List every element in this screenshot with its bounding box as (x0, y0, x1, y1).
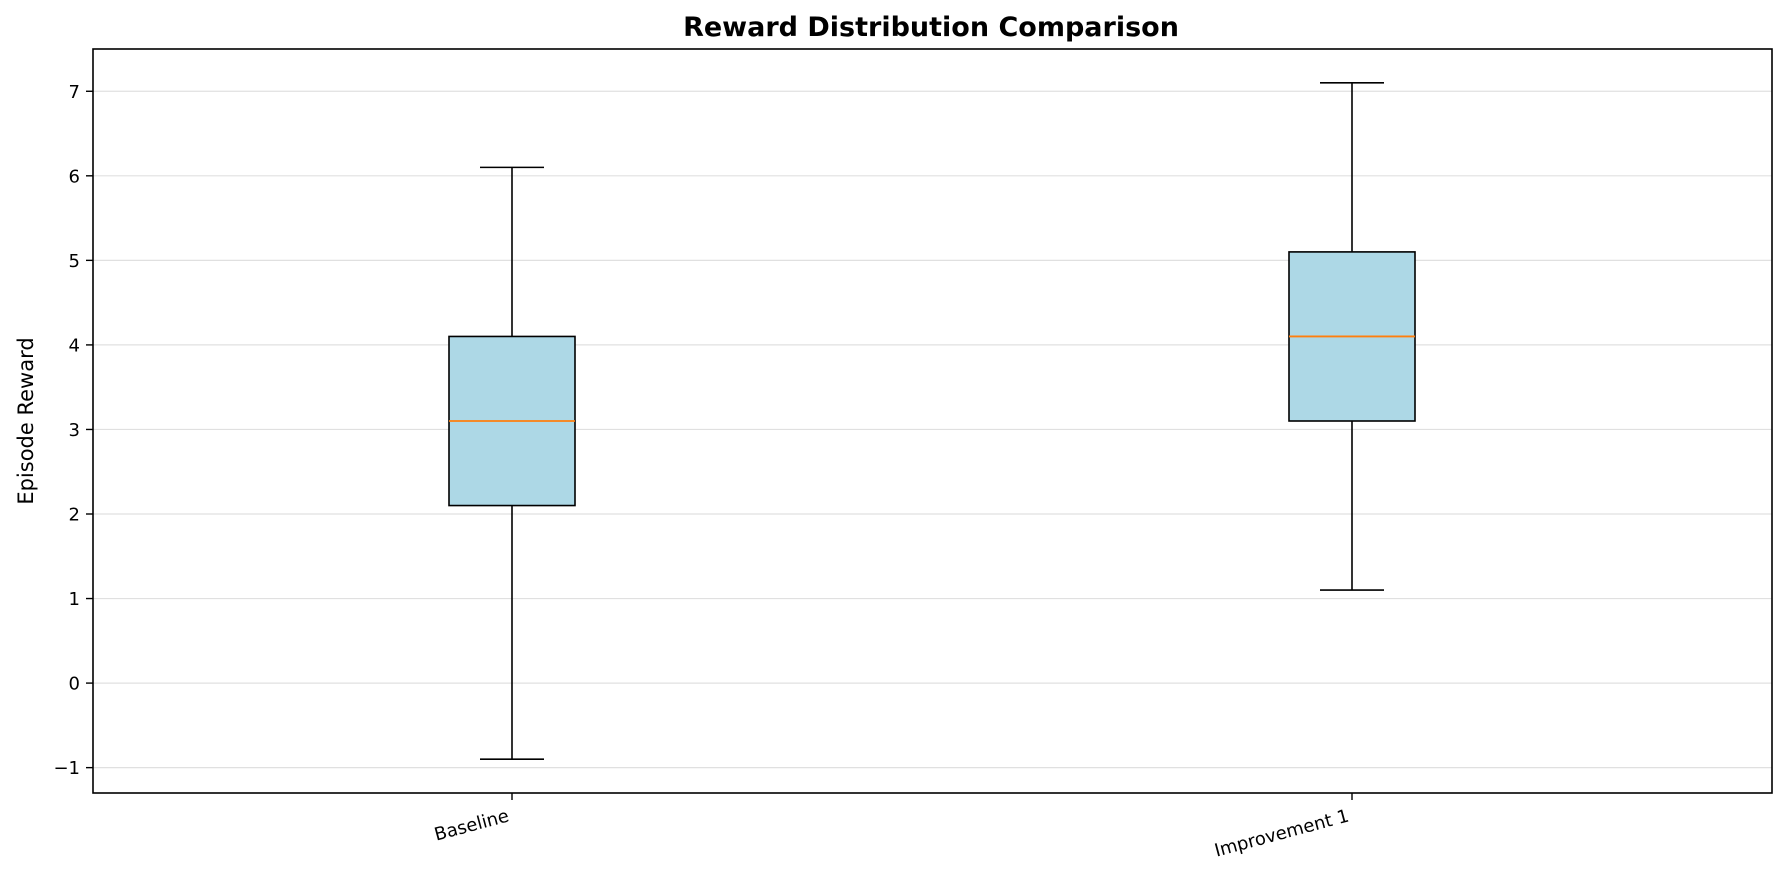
y-axis-label: Episode Reward (14, 337, 38, 504)
box-layer (448, 82, 1416, 760)
y-tick-label: 1 (69, 589, 80, 610)
x-tick-layer: Baseline Improvement 1 (432, 793, 1353, 862)
y-tick-label: 0 (69, 674, 80, 695)
chart-title: Reward Distribution Comparison (683, 12, 1179, 43)
y-tick-label: 3 (69, 420, 80, 441)
y-tick-label: 7 (69, 82, 80, 103)
box-plot-2 (1288, 82, 1416, 591)
box-plot-1 (448, 166, 576, 760)
grid-layer (93, 90, 1772, 769)
y-tick-label: 2 (69, 505, 80, 526)
y-tick-label: 4 (69, 335, 80, 356)
plot-frame (92, 48, 1773, 794)
y-tick-layer: −1 0 1 2 3 4 5 6 7 (53, 82, 93, 779)
y-tick-label: 6 (69, 166, 80, 187)
y-tick-label: 5 (69, 251, 80, 272)
x-tick-label: Improvement 1 (1212, 806, 1351, 862)
x-tick-label: Baseline (432, 806, 511, 846)
y-tick-label: −1 (53, 758, 80, 779)
